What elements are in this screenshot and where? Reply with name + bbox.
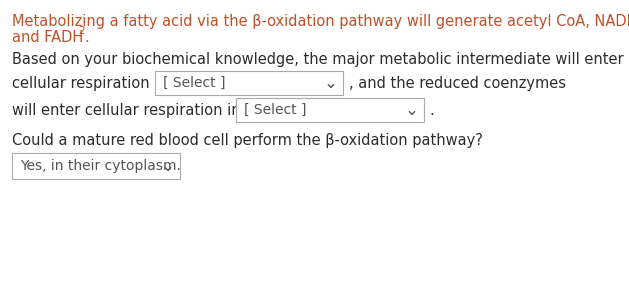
Text: and FADH: and FADH — [12, 30, 83, 45]
Text: .: . — [84, 30, 89, 45]
Text: Metabolizing a fatty acid via the β-oxidation pathway will generate acetyl CoA, : Metabolizing a fatty acid via the β-oxid… — [12, 14, 629, 29]
FancyBboxPatch shape — [12, 153, 180, 179]
Text: Based on your biochemical knowledge, the major metabolic intermediate will enter: Based on your biochemical knowledge, the… — [12, 52, 623, 67]
Text: ⌄: ⌄ — [324, 74, 338, 92]
Text: will enter cellular respiration in: will enter cellular respiration in — [12, 103, 241, 118]
Text: cellular respiration in: cellular respiration in — [12, 76, 168, 91]
Text: Yes, in their cytoplasm.: Yes, in their cytoplasm. — [20, 159, 181, 173]
Text: , and the reduced coenzymes: , and the reduced coenzymes — [349, 76, 566, 91]
Text: [ Select ]: [ Select ] — [244, 103, 306, 117]
Text: .: . — [429, 103, 434, 118]
Text: Could a mature red blood cell perform the β-oxidation pathway?: Could a mature red blood cell perform th… — [12, 133, 483, 148]
FancyBboxPatch shape — [155, 71, 343, 95]
Text: ⌄: ⌄ — [405, 101, 419, 119]
FancyBboxPatch shape — [236, 98, 424, 122]
Text: ⌄: ⌄ — [161, 157, 175, 175]
Text: 2: 2 — [78, 26, 85, 36]
Text: [ Select ]: [ Select ] — [163, 76, 226, 90]
